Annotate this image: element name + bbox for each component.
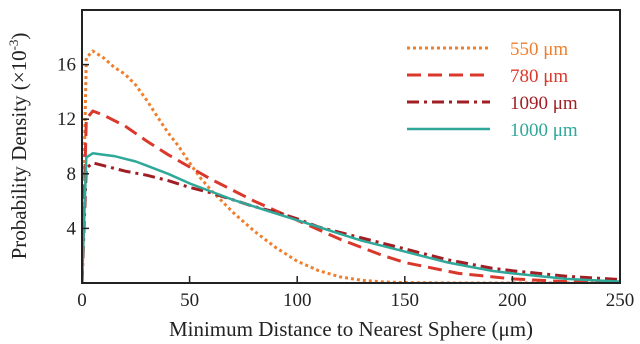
x-tick-label: 100 — [283, 290, 312, 311]
y-axis-label-main: Probability Density (×10 — [7, 50, 31, 259]
y-axis-label-exponent: -3 — [6, 40, 21, 51]
y-axis-label: Probability Density (×10-3) — [6, 33, 31, 260]
x-tick-label: 150 — [391, 290, 420, 311]
x-tick-label: 200 — [498, 290, 527, 311]
legend: 550 μm 780 μm 1090 μm 1000 μm — [407, 39, 578, 141]
plot-frame — [81, 9, 621, 284]
series-line-1000m — [82, 152, 620, 283]
x-tick-label: 50 — [180, 290, 199, 311]
y-tick-label: 16 — [57, 55, 76, 76]
x-axis-label: Minimum Distance to Nearest Sphere (μm) — [169, 317, 533, 341]
legend-label: 1000 μm — [510, 120, 578, 141]
y-axis-label-close: ) — [7, 33, 31, 40]
x-tick-label: 0 — [77, 290, 87, 311]
y-tick-label: 8 — [67, 164, 77, 185]
x-axis: 0 50 100 150 200 250 — [77, 276, 634, 311]
y-tick-label: 4 — [67, 218, 77, 239]
legend-label: 550 μm — [510, 39, 568, 60]
series-layer — [82, 49, 620, 283]
series-line-1090m — [82, 161, 620, 283]
y-axis: 4 8 12 16 — [57, 55, 89, 239]
legend-label: 780 μm — [510, 66, 568, 87]
legend-label: 1090 μm — [510, 93, 578, 114]
series-line-780m — [82, 109, 620, 283]
x-tick-label: 250 — [606, 290, 635, 311]
y-tick-label: 12 — [57, 109, 76, 130]
